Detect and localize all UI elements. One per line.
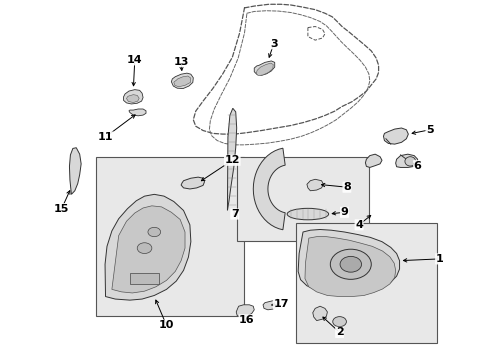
Text: 7: 7 xyxy=(230,209,238,219)
Polygon shape xyxy=(383,128,407,144)
Polygon shape xyxy=(312,306,327,320)
Polygon shape xyxy=(126,95,139,103)
Bar xyxy=(237,157,368,241)
Polygon shape xyxy=(254,61,274,75)
Bar xyxy=(96,157,244,316)
Polygon shape xyxy=(395,154,417,167)
Bar xyxy=(295,223,436,343)
Polygon shape xyxy=(236,305,254,317)
Text: 6: 6 xyxy=(413,161,421,171)
Text: 14: 14 xyxy=(127,55,142,65)
Text: 16: 16 xyxy=(239,315,254,325)
Text: 15: 15 xyxy=(54,204,69,214)
Polygon shape xyxy=(306,179,323,191)
Text: 8: 8 xyxy=(342,182,350,192)
Circle shape xyxy=(148,227,160,237)
Polygon shape xyxy=(123,90,143,104)
Polygon shape xyxy=(298,229,399,294)
Polygon shape xyxy=(173,76,190,87)
Text: 4: 4 xyxy=(354,220,362,230)
Text: 2: 2 xyxy=(335,327,343,337)
Text: 3: 3 xyxy=(269,39,277,49)
Ellipse shape xyxy=(404,157,415,166)
Polygon shape xyxy=(227,108,236,211)
Polygon shape xyxy=(171,73,193,89)
Ellipse shape xyxy=(286,208,328,220)
Bar xyxy=(130,273,159,284)
Polygon shape xyxy=(305,237,395,297)
Polygon shape xyxy=(365,154,381,167)
Polygon shape xyxy=(105,194,190,300)
Polygon shape xyxy=(263,299,279,310)
Polygon shape xyxy=(129,109,146,116)
Text: 12: 12 xyxy=(224,155,240,165)
Polygon shape xyxy=(112,206,184,293)
Text: 5: 5 xyxy=(425,125,433,135)
Polygon shape xyxy=(256,63,273,76)
Text: 11: 11 xyxy=(98,132,113,142)
Circle shape xyxy=(330,249,370,279)
Text: 1: 1 xyxy=(435,254,443,264)
Polygon shape xyxy=(69,148,81,194)
Polygon shape xyxy=(181,177,204,189)
Circle shape xyxy=(137,243,152,253)
Text: 10: 10 xyxy=(159,320,174,330)
Polygon shape xyxy=(253,148,285,230)
Text: 17: 17 xyxy=(273,299,288,309)
Circle shape xyxy=(332,317,346,327)
Circle shape xyxy=(339,256,361,272)
Text: 9: 9 xyxy=(340,207,347,217)
Text: 13: 13 xyxy=(173,57,188,67)
